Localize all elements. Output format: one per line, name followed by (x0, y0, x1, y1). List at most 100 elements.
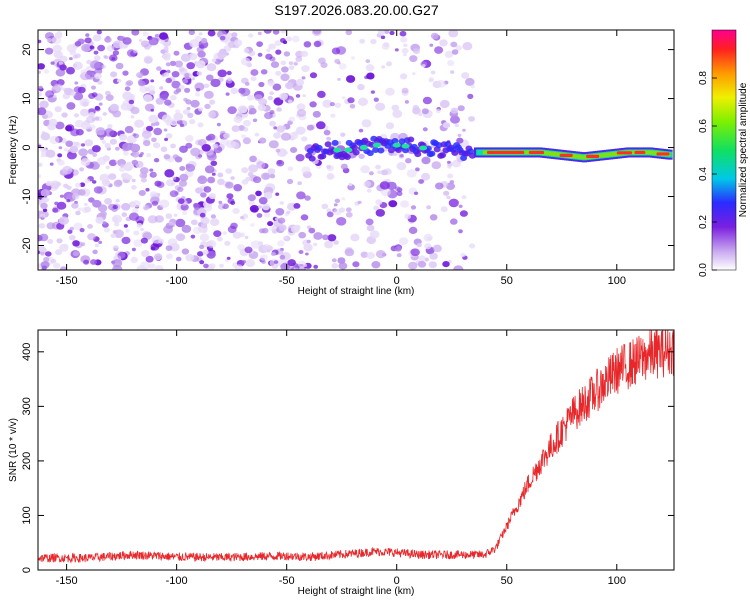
noise-blob (268, 43, 276, 50)
noise-blob (38, 91, 42, 97)
noise-blob (447, 60, 455, 66)
noise-blob (72, 61, 83, 70)
noise-blob (199, 260, 205, 265)
noise-blob (125, 229, 130, 233)
noise-blob (263, 212, 271, 218)
noise-blob (143, 140, 151, 147)
noise-blob (38, 223, 46, 229)
noise-blob (185, 254, 195, 262)
noise-blob (95, 127, 106, 136)
noise-blob (330, 113, 336, 118)
noise-blob (288, 116, 296, 122)
noise-blob (269, 226, 275, 232)
noise-blob (204, 165, 215, 174)
noise-blob (55, 121, 65, 130)
noise-blob (429, 252, 438, 260)
signal-band-peak (656, 152, 670, 156)
noise-blob (326, 173, 335, 180)
snr-series-line (38, 330, 674, 564)
noise-blob (412, 72, 416, 76)
noise-blob (151, 200, 159, 206)
noise-blob (357, 200, 362, 204)
signal-peak (333, 147, 342, 153)
noise-blob (410, 205, 417, 210)
noise-blob (399, 30, 407, 37)
noise-blob (44, 47, 54, 55)
noise-blob (95, 216, 104, 224)
noise-blob (75, 128, 84, 136)
noise-blob (460, 252, 466, 258)
noise-blob (146, 125, 153, 132)
noise-blob (164, 169, 175, 178)
noise-blob (375, 102, 386, 111)
noise-blob (72, 251, 80, 257)
noise-blob (361, 119, 372, 128)
signal-blob (315, 144, 323, 151)
noise-blob (241, 260, 247, 264)
signal-blob (410, 143, 418, 150)
noise-blob (247, 171, 254, 177)
noise-blob (298, 231, 307, 239)
noise-blob (249, 205, 259, 213)
noise-blob (275, 70, 282, 76)
snr-x-tick-label: -100 (166, 575, 188, 587)
noise-blob (256, 213, 263, 218)
noise-blob (44, 32, 55, 40)
noise-blob (248, 50, 256, 57)
noise-blob (446, 195, 451, 200)
noise-blob (191, 77, 196, 81)
noise-blob (363, 180, 372, 188)
noise-blob (230, 87, 239, 95)
noise-blob (132, 133, 137, 137)
snr-frame (37, 329, 675, 571)
noise-blob (90, 60, 101, 69)
noise-blob (94, 68, 103, 75)
noise-blob (184, 87, 191, 93)
noise-blob (92, 145, 101, 153)
noise-blob (454, 123, 460, 128)
noise-blob (243, 48, 250, 54)
noise-blob (47, 123, 56, 131)
noise-blob (424, 243, 432, 250)
spectrogram-x-tick-label: -50 (279, 275, 295, 287)
noise-blob (99, 211, 107, 217)
noise-blob (455, 45, 463, 51)
noise-blob (465, 77, 475, 86)
noise-blob (334, 102, 342, 109)
noise-blob (102, 155, 110, 162)
noise-blob (369, 230, 380, 239)
noise-blob (380, 35, 386, 40)
noise-blob (39, 100, 49, 109)
noise-blob (280, 30, 287, 34)
noise-blob (54, 106, 62, 113)
noise-blob (132, 207, 139, 214)
noise-blob (38, 250, 41, 255)
noise-blob (296, 109, 307, 117)
noise-blob (98, 102, 103, 106)
noise-blob (284, 151, 289, 155)
noise-blob (162, 39, 172, 47)
noise-blob (49, 180, 60, 189)
noise-blob (389, 30, 395, 36)
noise-blob (63, 183, 69, 188)
signal-band-peak (585, 154, 600, 158)
noise-blob (111, 57, 116, 61)
noise-blob (250, 223, 255, 227)
noise-blob (80, 143, 86, 147)
noise-blob (164, 49, 169, 53)
noise-blob (148, 263, 156, 269)
noise-blob (358, 128, 364, 133)
noise-blob (301, 136, 308, 142)
noise-blob (283, 236, 288, 240)
noise-blob (206, 74, 214, 81)
noise-blob (350, 56, 355, 60)
noise-blob (287, 99, 293, 104)
noise-blob (207, 133, 216, 141)
noise-blob (107, 124, 113, 129)
noise-blob (195, 87, 201, 92)
noise-blob (297, 181, 302, 186)
noise-blob (244, 235, 249, 239)
noise-blob (430, 32, 439, 40)
noise-blob (131, 247, 136, 252)
